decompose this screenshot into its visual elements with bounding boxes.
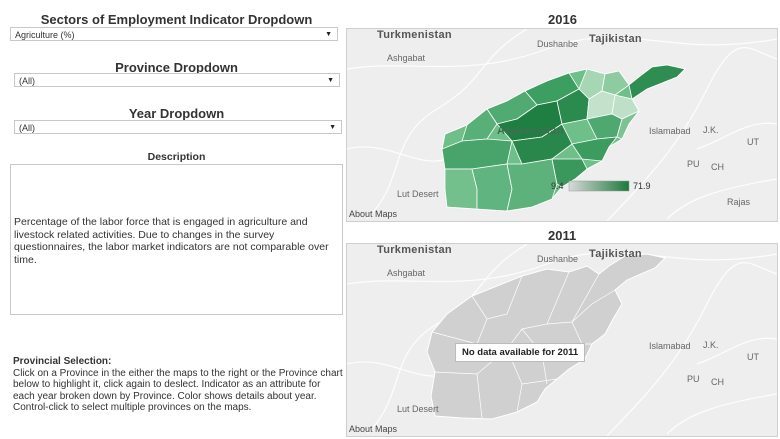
legend-gradient [568, 180, 630, 192]
map-2016-title: 2016 [548, 12, 577, 27]
description-text: Percentage of the labor force that is en… [14, 216, 329, 266]
label-islamabad: Islamabad [649, 341, 691, 351]
map-2016-svg [347, 29, 777, 221]
map-2011-title: 2011 [548, 228, 577, 243]
province-dropdown-value: (All) [19, 76, 35, 86]
legend-max: 71.9 [633, 181, 651, 191]
label-tajikistan: Tajikistan [589, 248, 642, 260]
label-dushanbe: Dushanbe [537, 39, 579, 49]
label-lut-desert: Lut Desert [397, 189, 439, 199]
label-lut-desert: Lut Desert [397, 404, 439, 414]
label-rajas: Rajas [727, 197, 751, 207]
about-maps-link[interactable]: About Maps [349, 424, 398, 434]
label-jk: J.K. [703, 340, 719, 350]
label-tajikistan: Tajikistan [589, 33, 642, 45]
legend-min: 9.4 [551, 181, 564, 191]
label-islamabad: Islamabad [649, 126, 691, 136]
provincial-selection: Provincial Selection: Click on a Provinc… [13, 356, 343, 414]
chevron-down-icon: ▼ [325, 31, 332, 38]
label-ashgabat: Ashgabat [387, 53, 426, 63]
label-pu: PU [687, 374, 700, 384]
description-box: Percentage of the labor force that is en… [10, 164, 343, 315]
year-dropdown-value: (All) [19, 123, 35, 133]
label-ashgabat: Ashgabat [387, 268, 426, 278]
sector-heading: Sectors of Employment Indicator Dropdown [40, 12, 313, 27]
sector-dropdown-value: Agriculture (%) [15, 30, 75, 40]
provincial-text: Click on a Province in the either the ma… [13, 367, 343, 414]
chevron-down-icon: ▼ [329, 124, 336, 131]
map-2011[interactable]: Turkmenistan Ashgabat Dushanbe Tajikista… [346, 243, 778, 437]
year-heading: Year Dropdown [128, 106, 225, 121]
afg-2011-base [426, 253, 666, 420]
label-pu: PU [687, 159, 700, 169]
label-turkmenistan: Turkmenistan [377, 244, 452, 256]
province-heading: Province Dropdown [115, 60, 238, 75]
map-2011-svg [347, 244, 777, 436]
label-ch: CH [711, 377, 724, 387]
label-afghanistan: Afghanistan [497, 125, 564, 137]
sector-dropdown[interactable]: Agriculture (%) ▼ [10, 27, 338, 41]
description-heading: Description [147, 151, 206, 163]
label-turkmenistan: Turkmenistan [377, 29, 452, 41]
province-dropdown[interactable]: (All) ▼ [14, 73, 340, 87]
chevron-down-icon: ▼ [327, 77, 334, 84]
label-ch: CH [711, 162, 724, 172]
no-data-label: No data available for 2011 [455, 343, 586, 362]
provincial-title: Provincial Selection: [13, 356, 112, 367]
label-ut: UT [747, 352, 759, 362]
map-2016[interactable]: Turkmenistan Ashgabat Dushanbe Tajikista… [346, 28, 778, 222]
label-jk: J.K. [703, 125, 719, 135]
year-dropdown[interactable]: (All) ▼ [14, 120, 342, 134]
label-dushanbe: Dushanbe [537, 254, 579, 264]
label-ut: UT [747, 137, 759, 147]
about-maps-link[interactable]: About Maps [349, 209, 398, 219]
